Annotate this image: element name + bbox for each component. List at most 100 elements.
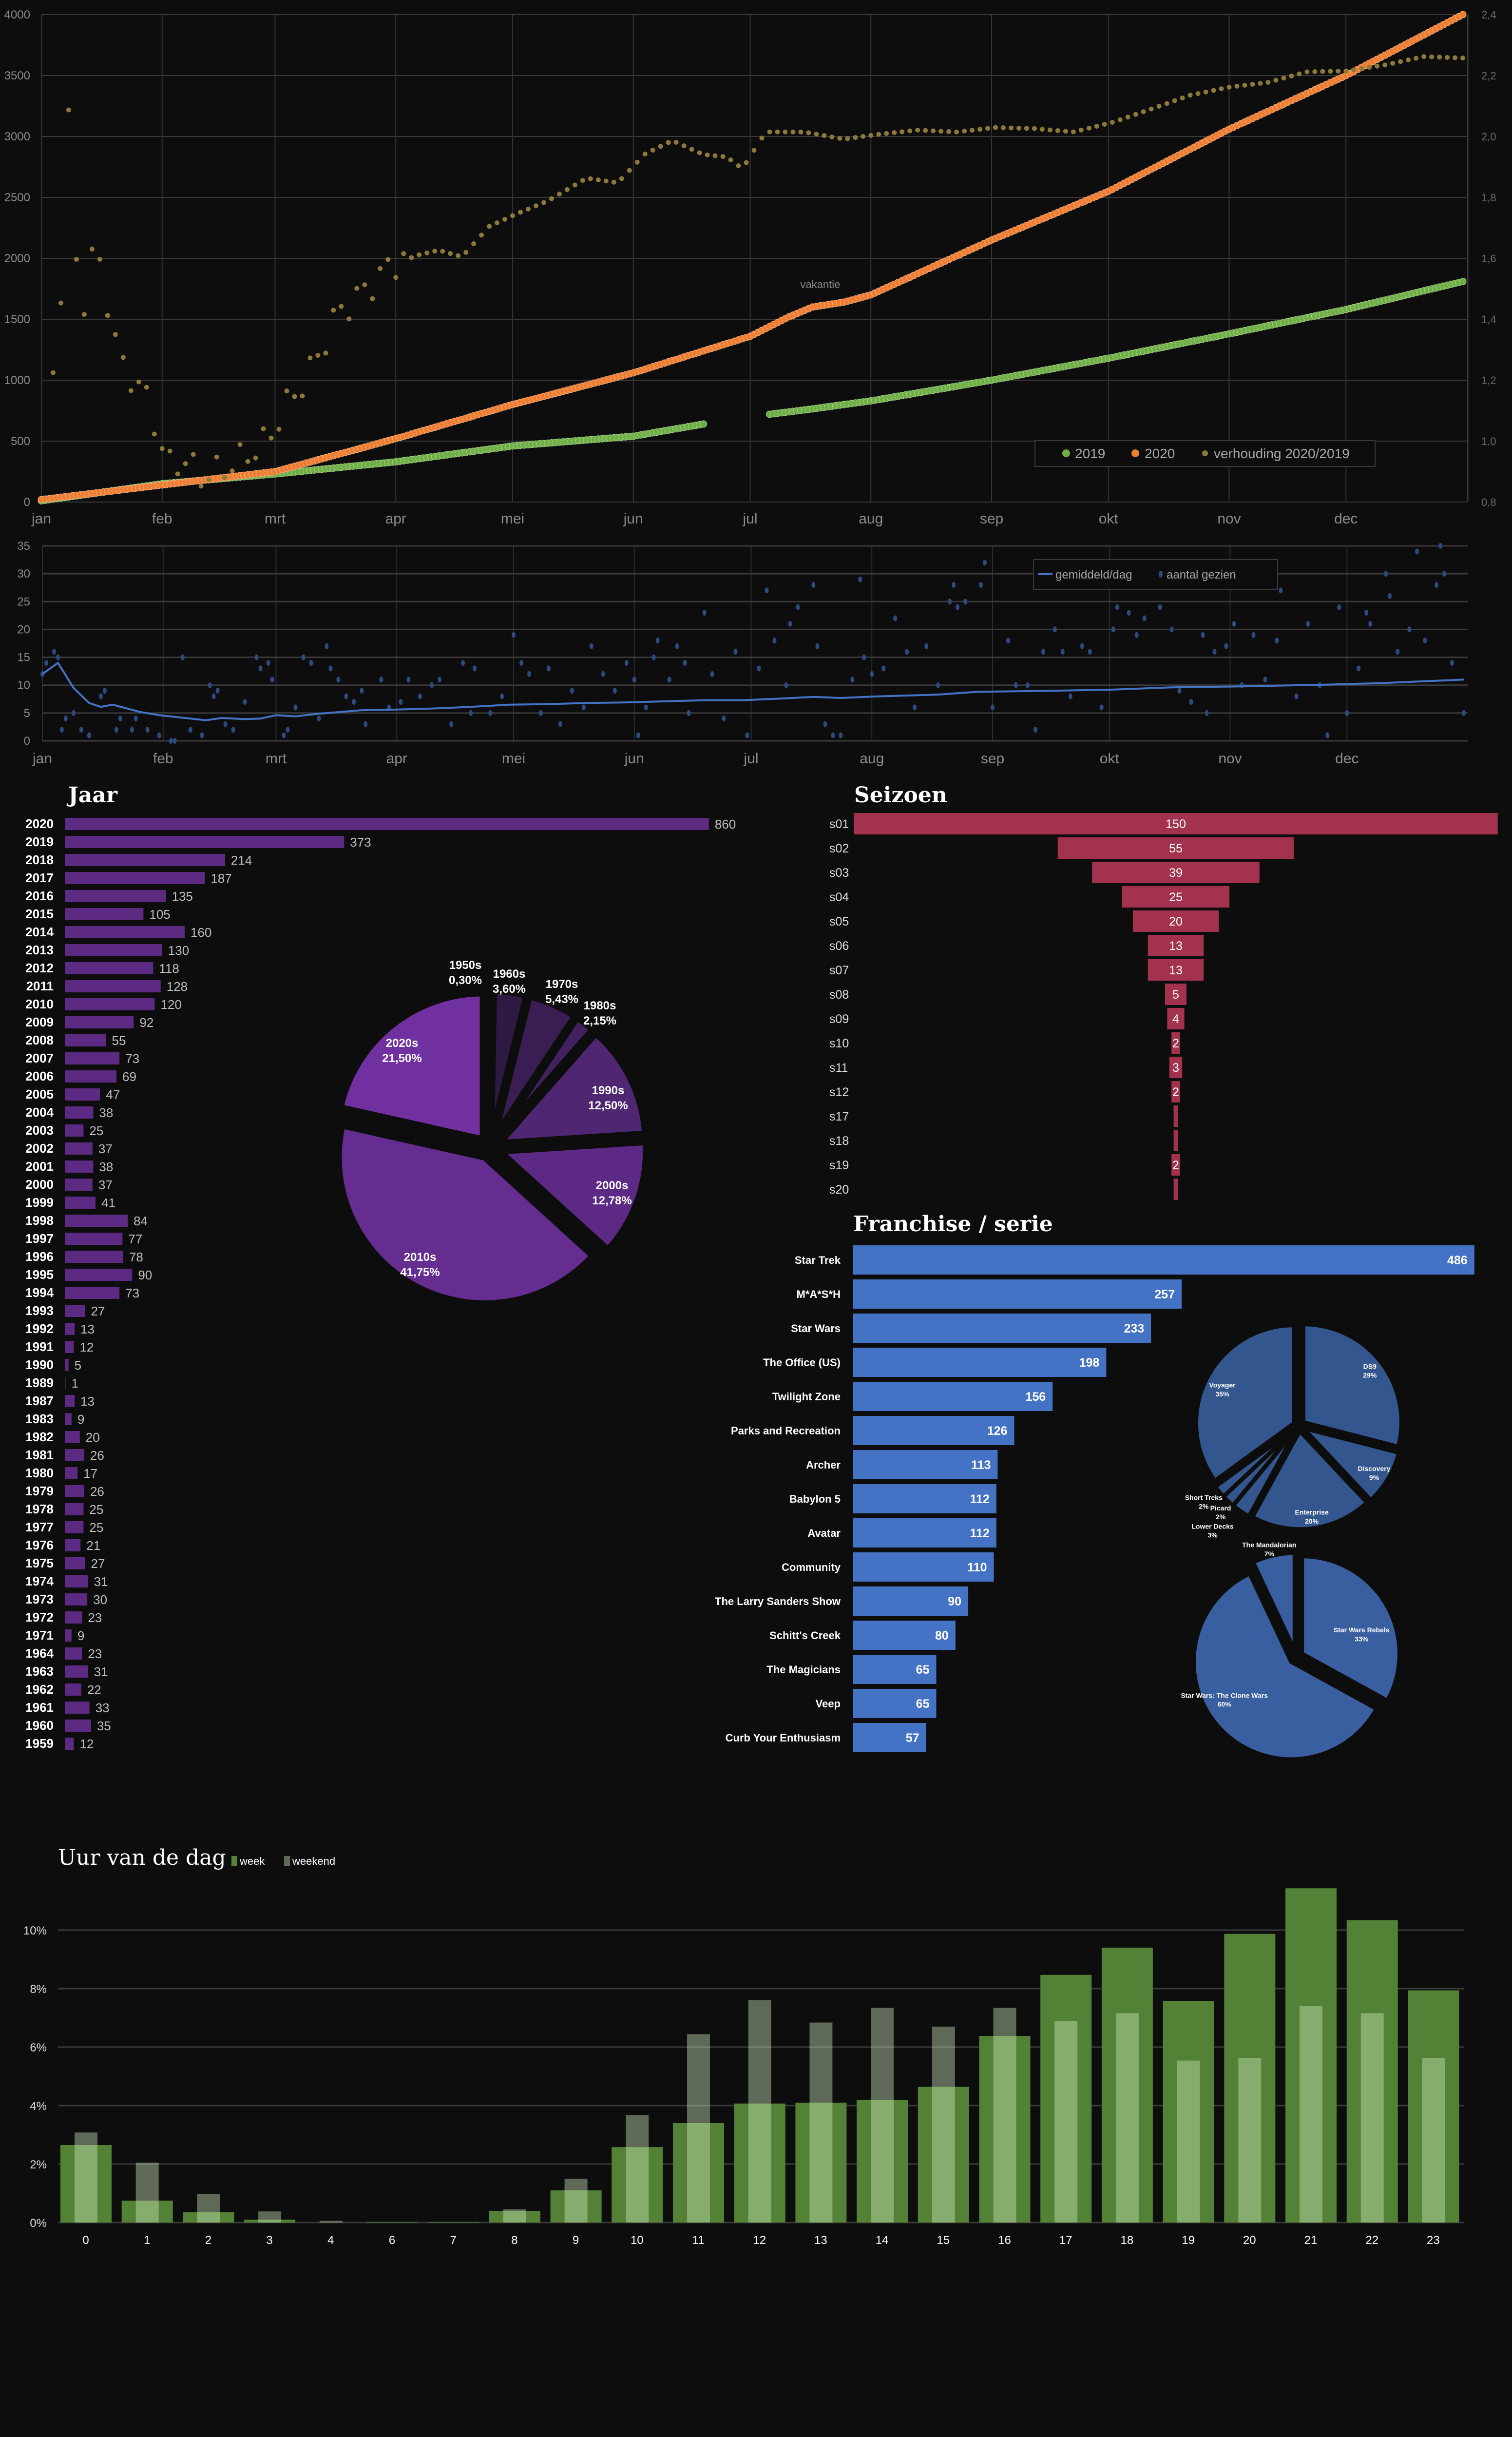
- category-label: 7: [450, 2234, 457, 2247]
- point-2019: [1459, 278, 1467, 285]
- point-ratio: [510, 213, 516, 218]
- point-ratio: [339, 304, 344, 309]
- point-ratio: [1156, 104, 1162, 109]
- bar-row: 2008 55: [25, 1033, 126, 1048]
- point-ratio: [923, 128, 928, 133]
- point-aantal-gezien: [118, 716, 122, 722]
- category-label: 0: [82, 2234, 89, 2247]
- point-ratio: [331, 308, 336, 313]
- bar-row: 1995 90: [25, 1267, 152, 1282]
- bar: [1171, 1081, 1180, 1102]
- bar-weekend: [1422, 2058, 1445, 2223]
- bar: [65, 1251, 123, 1263]
- point-aantal-gezien: [399, 699, 403, 705]
- month-label: aug: [860, 751, 884, 767]
- point-ratio: [775, 129, 780, 135]
- bar-row: s05 20: [829, 910, 1219, 932]
- category-label: Veep: [816, 1698, 841, 1710]
- slice-pct: 7%: [1264, 1550, 1275, 1558]
- point-aantal-gezien: [1088, 649, 1092, 655]
- hour-bar-chart: 0%2%4%6%8%10%0 1 2 3 4 6 7 8 9 10 11 12 13 14 15 16 17 18…: [23, 1855, 1464, 2247]
- category-label: s01: [829, 817, 849, 831]
- category-label: 1997: [25, 1231, 54, 1246]
- point-ratio: [1203, 89, 1208, 95]
- bar: [853, 1314, 1151, 1343]
- bar-row: s07 13: [829, 959, 1204, 981]
- bar-row: 1975 27: [25, 1556, 105, 1571]
- bar: [65, 1557, 85, 1569]
- pie-slice: [335, 1122, 597, 1307]
- value-label: 23: [88, 1610, 102, 1625]
- category-label: The Office (US): [763, 1356, 841, 1369]
- point-ratio: [1187, 93, 1193, 98]
- point-aantal-gezien: [102, 688, 107, 694]
- category-label: 12: [753, 2234, 766, 2247]
- point-ratio: [611, 179, 616, 185]
- point-aantal-gezien: [1134, 632, 1139, 638]
- point-ratio: [230, 468, 235, 474]
- bar: [65, 818, 709, 830]
- bar-row: The Larry Sanders Show 90: [715, 1586, 969, 1616]
- bar: [1171, 1032, 1180, 1054]
- point-ratio: [720, 154, 726, 159]
- y-tick-label: 10%: [23, 1924, 47, 1937]
- point-aantal-gezien: [1407, 626, 1412, 633]
- category-label: 1959: [25, 1736, 54, 1751]
- legend: 2019 2020 verhouding 2020/2019: [1034, 440, 1376, 467]
- bar-row: 1983 9: [25, 1412, 84, 1427]
- point-ratio: [876, 132, 881, 137]
- category-label: 18: [1121, 2234, 1134, 2247]
- hour-column: 20: [1224, 1934, 1276, 2247]
- bar: [65, 1377, 66, 1389]
- category-label: 1960: [25, 1718, 54, 1733]
- point-aantal-gezien: [667, 677, 671, 683]
- bar-row: 1998 84: [25, 1213, 148, 1228]
- hour-column: 22: [1346, 1920, 1398, 2247]
- category-label: s05: [829, 915, 849, 928]
- category-label: 1962: [25, 1682, 54, 1697]
- bar: [65, 926, 185, 938]
- bar: [65, 962, 153, 974]
- bar-row: 2007 73: [25, 1051, 139, 1066]
- month-label: jun: [624, 751, 644, 767]
- point-aantal-gezien: [589, 643, 593, 649]
- point-ratio: [1445, 55, 1450, 60]
- bar-row: 1994 73: [25, 1285, 139, 1300]
- bar: [65, 1395, 75, 1407]
- point-aantal-gezien: [1224, 643, 1228, 649]
- slice-pct: 5,43%: [545, 993, 578, 1006]
- category-label: 14: [876, 2234, 889, 2247]
- bar-weekend: [258, 2211, 282, 2223]
- point-aantal-gezien: [1205, 710, 1209, 716]
- bar-week: [673, 2123, 724, 2223]
- point-aantal-gezien: [438, 677, 442, 683]
- value-label: 80: [935, 1629, 949, 1643]
- point-ratio: [463, 250, 469, 255]
- legend: gemiddeld/dag aantal gezien: [1033, 559, 1278, 590]
- point-ratio: [938, 129, 944, 134]
- category-label: The Larry Sanders Show: [715, 1595, 841, 1607]
- point-aantal-gezien: [1263, 677, 1267, 683]
- point-aantal-gezien: [991, 704, 995, 711]
- point-ratio: [556, 192, 562, 197]
- bar-row: 1991 12: [25, 1339, 94, 1354]
- point-ratio: [1039, 127, 1045, 132]
- y-tick-label: 4000: [4, 8, 30, 21]
- hour-column: 7: [428, 2222, 479, 2247]
- category-label: 2: [205, 2234, 211, 2247]
- bar: [65, 1016, 134, 1028]
- bar: [65, 1647, 82, 1660]
- bar-row: The Magicians 65: [766, 1655, 937, 1684]
- point-aantal-gezien: [215, 688, 220, 694]
- point-ratio: [1281, 76, 1286, 81]
- bar: [65, 1629, 72, 1642]
- bar-weekend: [1177, 2060, 1200, 2223]
- pie-label: 1970s 5,43%: [545, 978, 578, 1006]
- point-ratio: [970, 128, 975, 133]
- point-aantal-gezien: [1158, 604, 1162, 610]
- point-ratio: [798, 129, 804, 135]
- point-aantal-gezien: [157, 732, 161, 738]
- y-tick-label: 0: [24, 496, 30, 509]
- y2-tick-label: 1,2: [1481, 374, 1496, 387]
- category-label: 1977: [25, 1520, 54, 1534]
